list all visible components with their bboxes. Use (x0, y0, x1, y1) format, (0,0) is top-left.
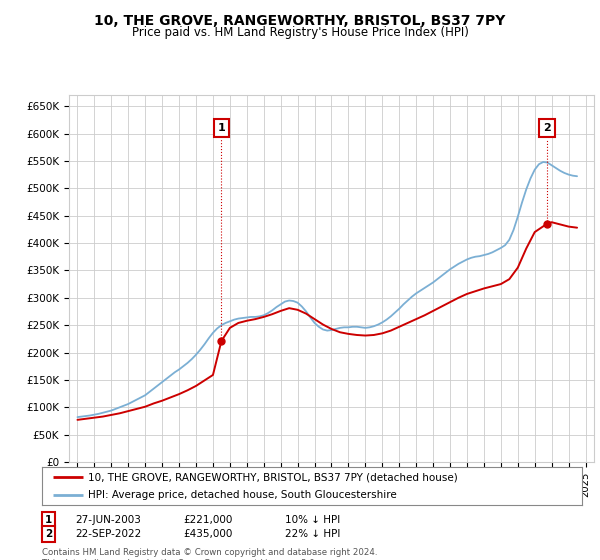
Text: 27-JUN-2003: 27-JUN-2003 (75, 515, 141, 525)
Text: 1: 1 (45, 515, 52, 525)
Text: HPI: Average price, detached house, South Gloucestershire: HPI: Average price, detached house, Sout… (88, 490, 397, 500)
Text: 10, THE GROVE, RANGEWORTHY, BRISTOL, BS37 7PY (detached house): 10, THE GROVE, RANGEWORTHY, BRISTOL, BS3… (88, 472, 458, 482)
Text: £221,000: £221,000 (183, 515, 232, 525)
Text: Price paid vs. HM Land Registry's House Price Index (HPI): Price paid vs. HM Land Registry's House … (131, 26, 469, 39)
Text: 2: 2 (543, 123, 551, 133)
Text: 1: 1 (218, 123, 225, 133)
Text: 10% ↓ HPI: 10% ↓ HPI (285, 515, 340, 525)
Text: 2: 2 (45, 529, 52, 539)
Text: Contains HM Land Registry data © Crown copyright and database right 2024.
This d: Contains HM Land Registry data © Crown c… (42, 548, 377, 560)
Text: 10, THE GROVE, RANGEWORTHY, BRISTOL, BS37 7PY: 10, THE GROVE, RANGEWORTHY, BRISTOL, BS3… (94, 14, 506, 28)
Text: 22% ↓ HPI: 22% ↓ HPI (285, 529, 340, 539)
Text: 22-SEP-2022: 22-SEP-2022 (75, 529, 141, 539)
Text: £435,000: £435,000 (183, 529, 232, 539)
